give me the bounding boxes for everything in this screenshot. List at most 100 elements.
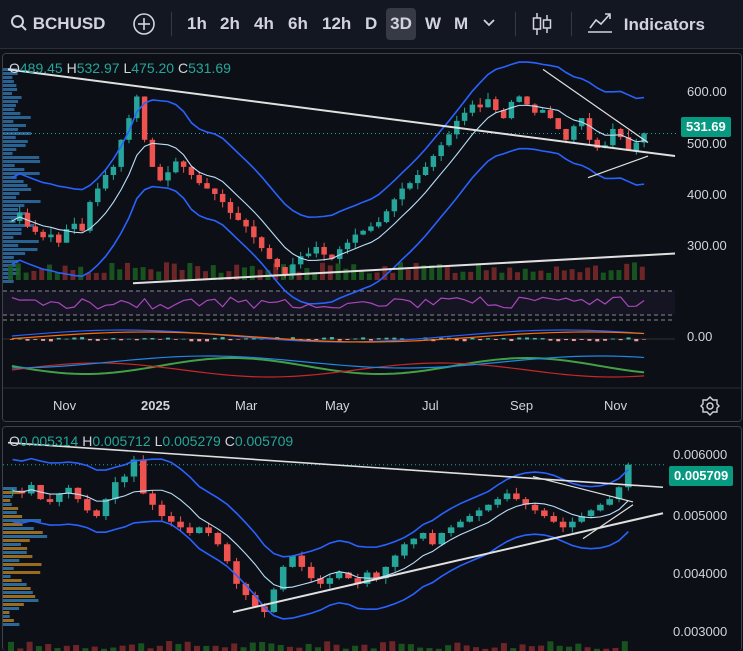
volume-profile-bar [3, 176, 17, 179]
volume-profile-bar [3, 80, 14, 83]
price-candle [321, 247, 327, 255]
indicators-button[interactable]: Indicators [587, 8, 705, 40]
macd-histogram-bar [87, 339, 92, 341]
interval-w[interactable]: W [425, 14, 442, 33]
interval-6h[interactable]: 6h [288, 14, 308, 33]
low-value: 0.005279 [162, 433, 221, 449]
price-candle [555, 118, 561, 129]
volume-bar [54, 272, 60, 280]
volume-bar [257, 269, 263, 280]
price-candle [157, 166, 163, 181]
price-candle [391, 199, 398, 212]
price-candle [373, 572, 380, 579]
interval-3d[interactable]: 3D [386, 8, 416, 40]
price-candle [195, 527, 203, 533]
volume-bar [538, 270, 544, 280]
symbol-label: BCHUSD [32, 14, 106, 33]
volume-bar [305, 643, 312, 651]
price-candle [415, 175, 421, 184]
price-candle [130, 459, 138, 477]
volume-bar [491, 267, 497, 280]
volume-bar [398, 262, 403, 280]
volume-bar [203, 645, 210, 651]
price-candle [149, 493, 156, 505]
price-candle [513, 493, 520, 500]
price-candle [335, 572, 343, 579]
secondary-chart-panel[interactable]: O0.005314 H0.005712 L0.005279 C0.005709 … [2, 426, 742, 651]
price-tick: 0.004000 [673, 566, 728, 581]
volume-bar [62, 265, 68, 280]
compare-symbol-button[interactable] [132, 8, 156, 40]
macd-signal-line [11, 331, 645, 343]
symbol-search-button[interactable]: BCHUSD [10, 8, 105, 40]
volume-profile-bar [3, 192, 20, 195]
macd-histogram-bar [642, 339, 647, 340]
top-toolbar: BCHUSD 1h 2h 4h 6h 12h D 3D W M [0, 0, 743, 49]
price-candle [223, 544, 231, 562]
volume-bar [221, 647, 228, 651]
volume-bar [468, 271, 474, 280]
price-candle [126, 118, 132, 140]
interval-4h[interactable]: 4h [254, 14, 274, 33]
price-candle [251, 226, 257, 238]
price-candle [641, 133, 647, 143]
interval-12h[interactable]: 12h [322, 14, 352, 33]
macd-histogram-bar [634, 339, 639, 342]
macd-histogram-bar [525, 337, 530, 340]
macd-histogram-bar [618, 339, 623, 341]
bchusd-chart[interactable] [3, 54, 741, 421]
price-candle [438, 533, 446, 545]
volume-profile-bar [3, 539, 30, 542]
price-tick: 0.005000 [673, 508, 728, 523]
price-candle [615, 487, 623, 500]
chart-settings-button[interactable] [700, 396, 720, 421]
main-chart-panel[interactable]: O489.45 H532.97 L475.20 C531.69 600.00 5… [2, 53, 742, 422]
low-value: 475.20 [131, 60, 175, 76]
interval-m[interactable]: M [454, 14, 469, 33]
volume-profile-bar [3, 144, 26, 147]
price-candle [399, 188, 405, 200]
volume-profile-bar [3, 168, 25, 171]
macd-histogram-bar [173, 339, 178, 340]
volume-profile-bar [3, 120, 14, 123]
wedge-upper-line [532, 475, 634, 503]
price-candle [204, 183, 210, 189]
bchbtc-chart[interactable] [3, 427, 741, 651]
volume-bar [374, 272, 380, 280]
chart-type-button[interactable] [531, 8, 553, 40]
volume-profile-bar [3, 212, 28, 215]
volume-bar [547, 641, 554, 651]
volume-bar [23, 272, 29, 280]
volume-bar [249, 265, 255, 280]
volume-bar [452, 272, 458, 280]
price-candle [282, 267, 288, 276]
volume-profile-bar [3, 555, 33, 558]
volume-profile-bar [3, 615, 10, 618]
price-candle [610, 128, 616, 146]
volume-bar [39, 269, 45, 280]
high-value: 532.97 [76, 60, 120, 76]
price-candle [597, 504, 604, 511]
intervals-dropdown[interactable] [482, 8, 500, 40]
price-tick: 0.003000 [673, 624, 728, 639]
volume-bar [240, 647, 247, 651]
macd-histogram-bar [126, 338, 131, 340]
price-candle [382, 566, 390, 579]
volume-profile-bar [3, 188, 32, 191]
price-tick: 300.00 [687, 238, 727, 253]
interval-d[interactable]: D [365, 14, 378, 33]
price-candle [118, 139, 124, 167]
volume-bar [171, 263, 177, 280]
volume-bar [476, 264, 481, 280]
volume-profile-bar [3, 96, 22, 99]
volume-bar [212, 645, 219, 651]
macd-histogram-bar [56, 337, 61, 340]
price-candle [139, 459, 147, 494]
interval-1h[interactable]: 1h [187, 14, 207, 33]
macd-histogram-bar [587, 339, 592, 341]
volume-profile-bar [3, 196, 17, 199]
volume-profile-bar [3, 152, 13, 155]
price-candle [177, 521, 184, 528]
macd-histogram-bar [72, 337, 77, 340]
interval-2h[interactable]: 2h [220, 14, 240, 33]
